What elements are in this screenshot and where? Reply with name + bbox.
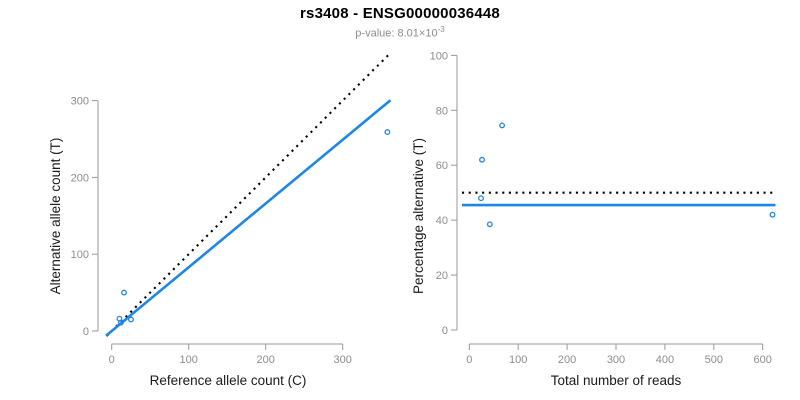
x-tick-label: 0 [466,354,472,366]
y-tick-label: 40 [436,215,448,227]
x-tick-label: 300 [334,354,352,366]
data-point [127,316,134,323]
fit-line [105,99,392,337]
pvalue-mantissa: 8.01×10 [397,27,438,40]
left-xaxis-title: Reference allele count (C) [149,373,307,388]
data-point [117,319,124,326]
y-tick-label: 20 [436,270,448,282]
x-tick-label: 200 [558,354,576,366]
x-tick-label: 0 [109,354,115,366]
right-yaxis-title: Percentage alternative (T) [411,137,426,295]
x-tick-label: 100 [509,354,527,366]
right-xaxis-title: Total number of reads [550,373,682,388]
y-tick-label: 300 [71,96,89,108]
x-tick-label: 500 [705,354,723,366]
pvalue-exponent: -3 [437,25,445,34]
data-point [479,156,485,163]
left-yaxis-title: Alternative allele count (T) [48,137,63,295]
figure-title: rs3408 - ENSG00000036448 [300,5,500,22]
data-point [499,122,506,129]
x-tick-label: 100 [180,354,198,366]
data-point [478,195,484,202]
y-tick-label: 0 [442,325,448,337]
y-tick-label: 100 [430,50,448,62]
y-tick-label: 0 [83,326,89,338]
x-tick-label: 200 [257,354,275,366]
data-point [384,129,391,136]
x-tick-label: 300 [607,354,625,366]
data-point [121,289,127,296]
identity-line [105,54,390,337]
y-tick-label: 60 [436,160,448,172]
pvalue-prefix: p-value: [355,27,398,40]
data-point [486,221,493,228]
x-tick-label: 600 [754,354,772,366]
data-point [769,211,776,218]
y-tick-label: 100 [71,249,89,261]
figure-subtitle: p-value: 8.01×10-3 [0,25,800,40]
y-tick-label: 80 [436,105,448,117]
y-tick-label: 200 [71,172,89,184]
x-tick-label: 400 [656,354,674,366]
